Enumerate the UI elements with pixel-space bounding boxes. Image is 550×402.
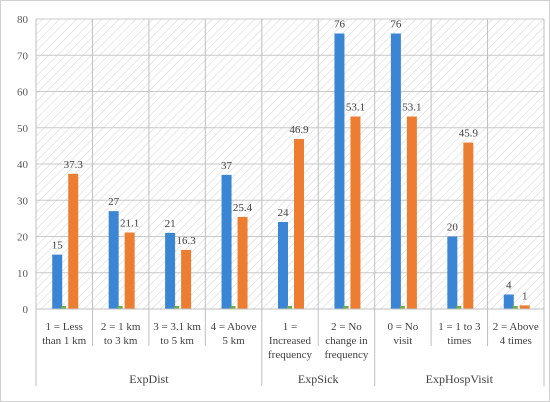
base-accent bbox=[117, 306, 123, 309]
y-tick-label: 60 bbox=[17, 87, 29, 99]
base-accent bbox=[61, 306, 67, 309]
data-label: 76 bbox=[334, 19, 346, 31]
base-accent bbox=[399, 306, 405, 309]
bar bbox=[124, 232, 135, 309]
base-accent bbox=[230, 306, 236, 309]
category-label: 0 = No bbox=[388, 321, 419, 333]
data-label: 27 bbox=[108, 196, 120, 208]
bar bbox=[181, 249, 192, 309]
data-label: 25.4 bbox=[233, 202, 253, 214]
y-tick-label: 0 bbox=[23, 304, 29, 316]
y-tick-label: 10 bbox=[17, 268, 29, 280]
data-label: 45.9 bbox=[459, 128, 479, 140]
category-label: 1 = 1 to 3 bbox=[438, 321, 481, 333]
data-label: 21 bbox=[165, 218, 176, 230]
category-label: Increased bbox=[269, 335, 312, 347]
category-label: 4 times bbox=[500, 335, 532, 347]
base-accent bbox=[456, 306, 462, 309]
category-label: 2 = 1 km bbox=[101, 321, 141, 333]
data-label: 4 bbox=[506, 280, 512, 292]
data-label: 37.3 bbox=[64, 159, 84, 171]
bar bbox=[406, 116, 417, 309]
base-accent bbox=[287, 306, 292, 309]
bar bbox=[237, 216, 248, 309]
base-accent bbox=[174, 306, 180, 309]
bar bbox=[294, 138, 304, 309]
group-label: ExpHospVisit bbox=[426, 372, 494, 386]
bars bbox=[52, 33, 530, 309]
category-label: 3 = 3.1 km bbox=[153, 321, 201, 333]
data-label: 21.1 bbox=[120, 218, 139, 230]
category-label: 1 = bbox=[283, 321, 297, 333]
category-label: 2 = Above bbox=[493, 321, 539, 333]
category-label: 2 = No bbox=[331, 321, 362, 333]
data-label: 1 bbox=[522, 290, 528, 302]
y-tick-label: 80 bbox=[17, 14, 29, 26]
y-tick-label: 30 bbox=[17, 195, 29, 207]
category-label: frequency bbox=[268, 349, 312, 361]
y-tick-label: 70 bbox=[17, 50, 29, 62]
bar bbox=[165, 232, 176, 309]
category-label: frequency bbox=[324, 349, 368, 361]
category-label: to 3 km bbox=[104, 335, 138, 347]
bar bbox=[68, 173, 79, 309]
base-accent bbox=[512, 306, 518, 309]
bar bbox=[350, 116, 361, 309]
bar bbox=[519, 305, 530, 309]
y-axis: 0 10 20 30 40 50 60 70 80 bbox=[17, 14, 29, 316]
data-label: 46.9 bbox=[289, 124, 309, 136]
bar bbox=[503, 294, 514, 309]
data-label: 20 bbox=[447, 222, 459, 234]
bar bbox=[108, 211, 119, 309]
category-label: to 5 km bbox=[160, 335, 194, 347]
data-label: 16.3 bbox=[176, 235, 196, 247]
data-labels: 15 27 21 37 24 76 76 20 4 37.3 21.1 16.3 25.4 46.9 53.… bbox=[52, 19, 528, 303]
category-label: 1 = Less bbox=[46, 321, 83, 333]
category-label: visit bbox=[393, 335, 412, 347]
bar bbox=[278, 222, 288, 309]
bar bbox=[334, 33, 345, 309]
bar bbox=[221, 174, 232, 309]
y-tick-label: 20 bbox=[17, 232, 29, 244]
group-label: ExpSick bbox=[298, 372, 339, 386]
data-label: 15 bbox=[52, 240, 64, 252]
data-label: 53.1 bbox=[346, 102, 365, 114]
category-label: 4 = Above bbox=[211, 321, 257, 333]
category-label: times bbox=[447, 335, 471, 347]
bar bbox=[463, 142, 474, 309]
y-tick-label: 40 bbox=[17, 159, 29, 171]
data-label: 24 bbox=[278, 207, 290, 219]
y-tick-label: 50 bbox=[17, 123, 29, 135]
bar bbox=[390, 33, 401, 309]
data-label: 37 bbox=[221, 160, 233, 172]
x-axis: 1 = Less than 1 km 2 = 1 km to 3 km 3 = 3.1 … bbox=[35, 19, 545, 386]
data-label: 53.1 bbox=[402, 102, 421, 114]
category-label: change in bbox=[325, 335, 368, 347]
category-label: 5 km bbox=[222, 335, 245, 347]
data-label: 76 bbox=[390, 19, 402, 31]
category-label: than 1 km bbox=[42, 335, 86, 347]
group-label: ExpDist bbox=[129, 372, 169, 386]
base-accent bbox=[343, 306, 349, 309]
bar bbox=[52, 254, 63, 309]
bar bbox=[447, 236, 458, 309]
